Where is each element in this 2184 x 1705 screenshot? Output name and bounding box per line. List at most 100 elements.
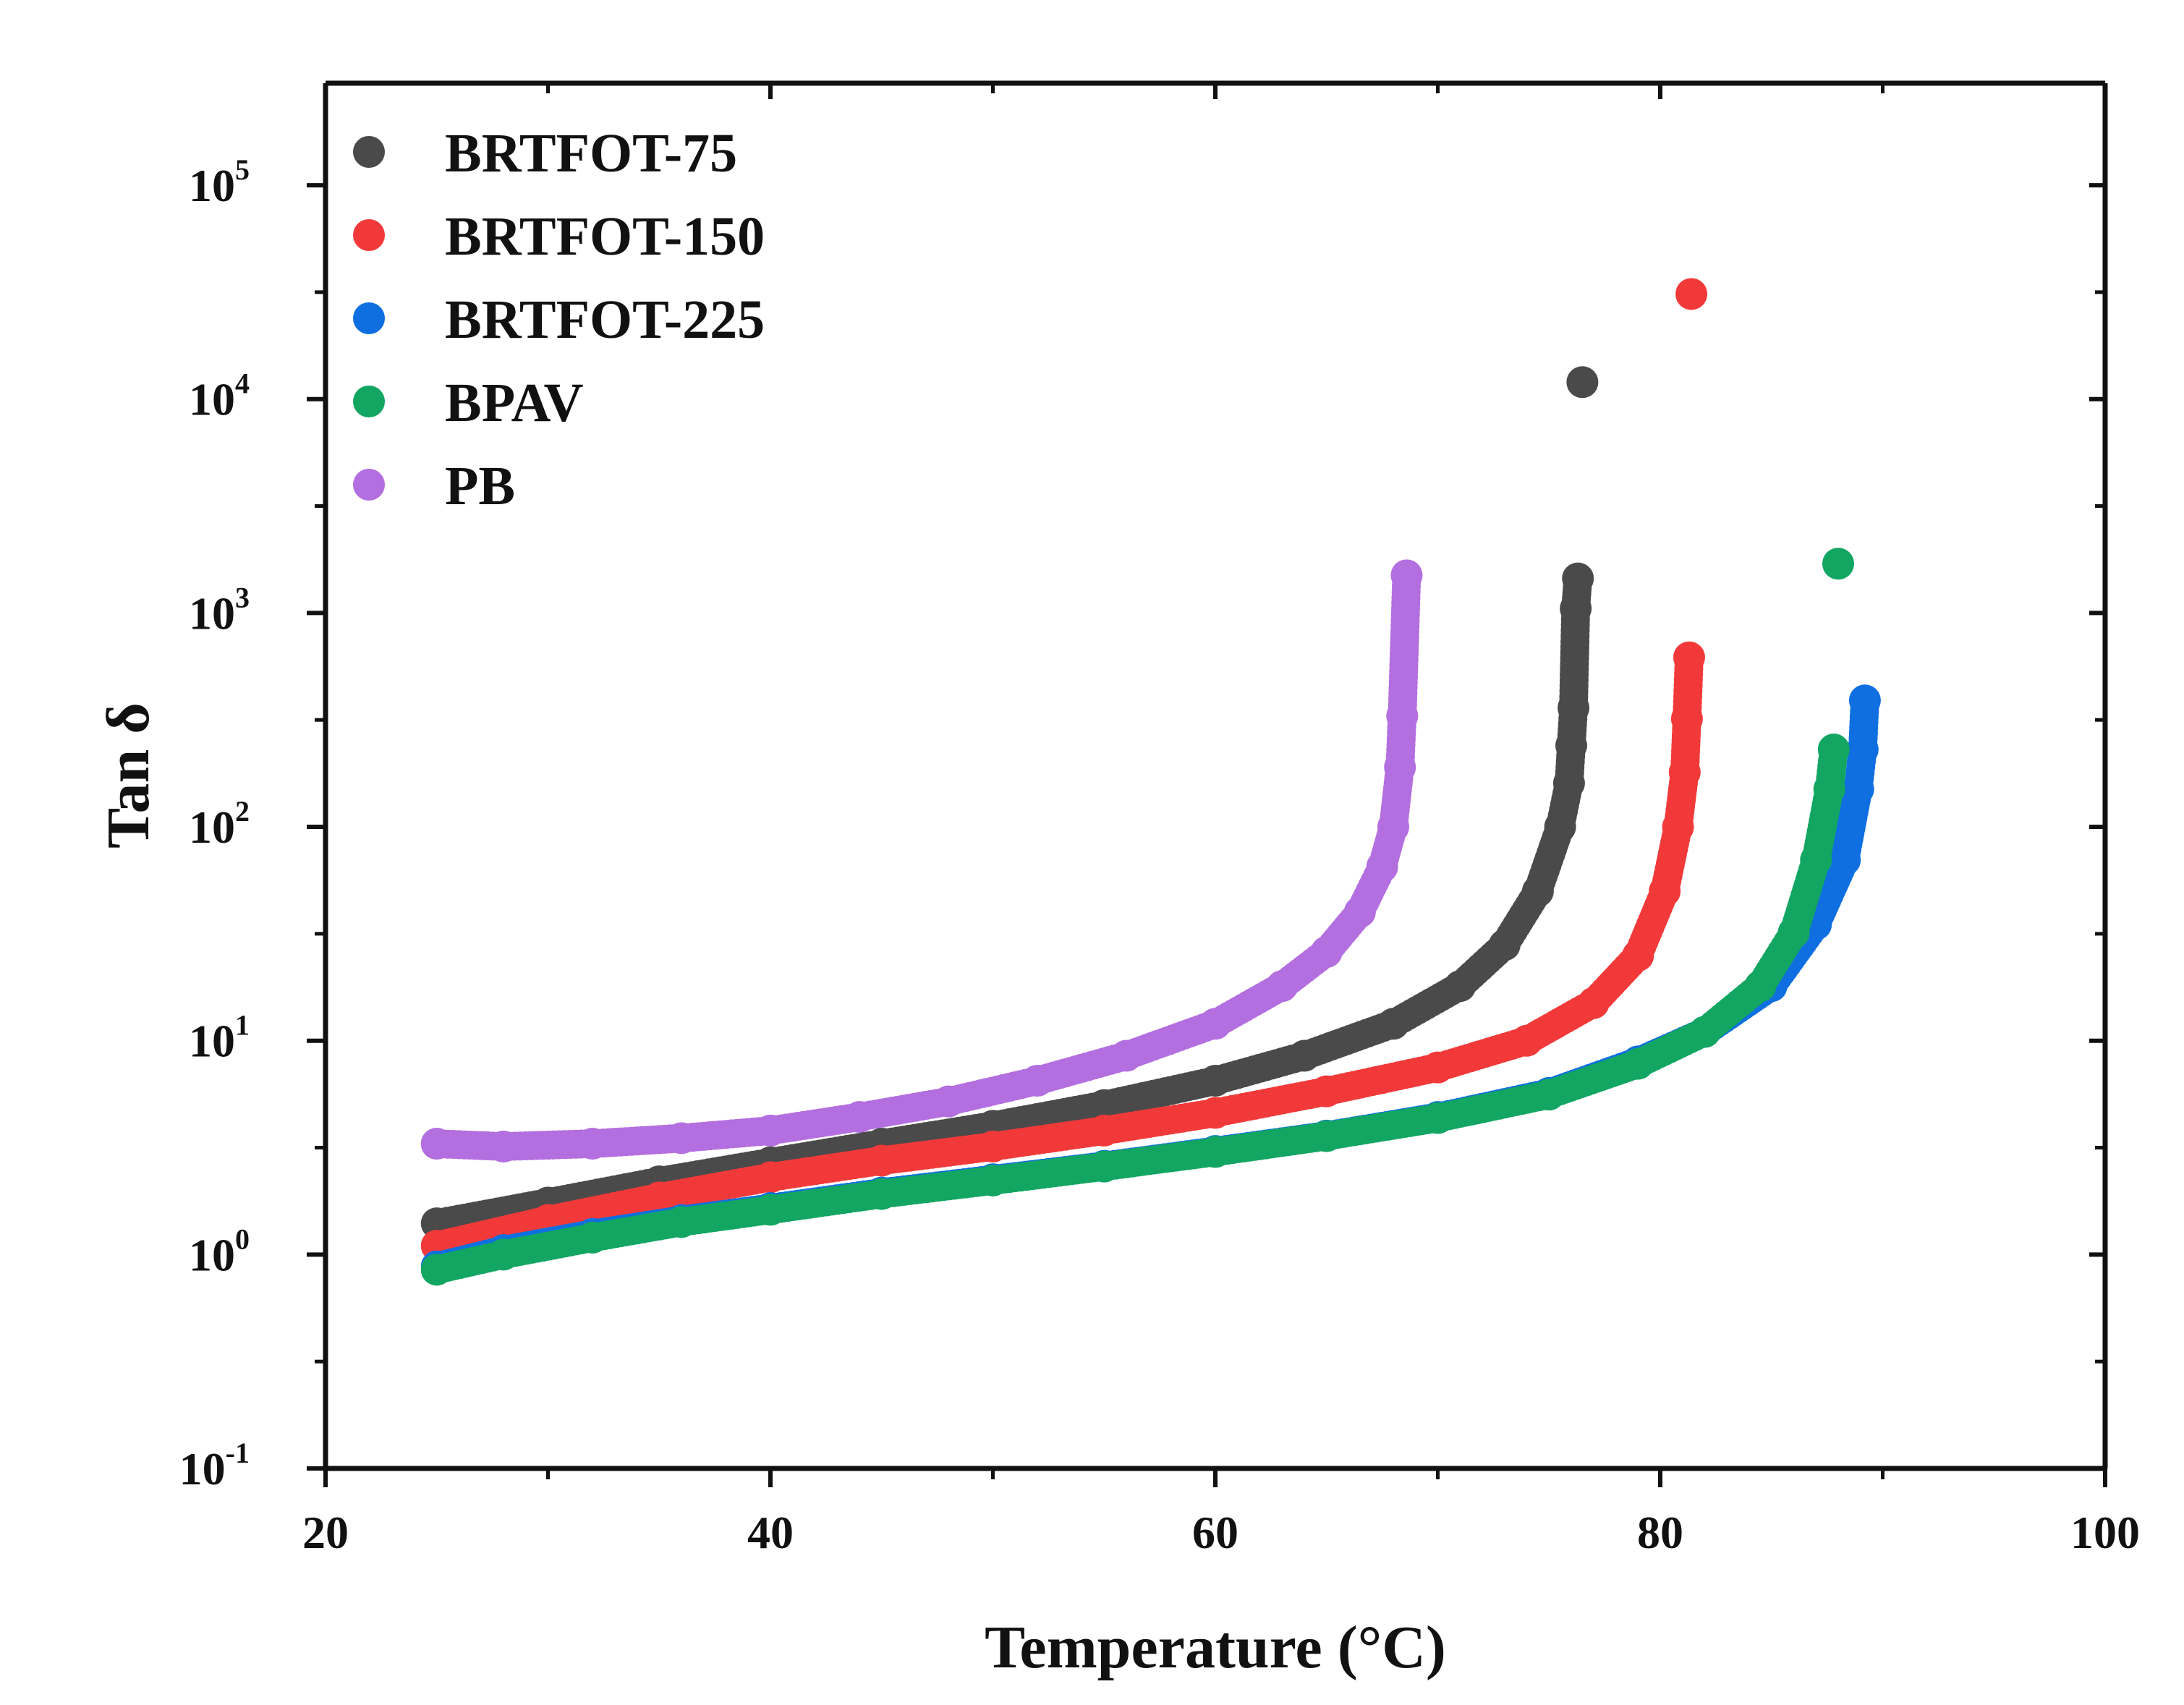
series-bpav (420, 548, 1854, 1286)
data-point (1813, 773, 1845, 805)
data-point (1673, 641, 1705, 673)
data-point (1558, 692, 1590, 724)
legend-marker (353, 386, 385, 417)
data-point (1110, 1039, 1142, 1072)
data-point (1390, 559, 1423, 592)
x-tick-label: 100 (2070, 1507, 2140, 1558)
data-point (1386, 700, 1419, 732)
data-point (1817, 734, 1850, 766)
data-point (1688, 1016, 1721, 1048)
data-point (1377, 811, 1409, 843)
y-tick-label: 103 (189, 581, 250, 639)
data-point (1199, 1136, 1231, 1168)
data-point (1649, 875, 1681, 908)
data-point (1310, 1075, 1343, 1107)
data-point (1366, 851, 1398, 883)
x-axis-title: Temperature (°C) (985, 1614, 1446, 1681)
data-point (1562, 562, 1594, 595)
data-point (1675, 278, 1708, 310)
data-point (666, 1206, 697, 1238)
data-point (577, 1128, 608, 1160)
data-point (1560, 592, 1592, 625)
data-point (1848, 684, 1881, 717)
series-pb (420, 559, 1423, 1162)
legend-marker (353, 219, 385, 251)
data-point (1566, 366, 1599, 399)
data-point (1800, 843, 1832, 876)
data-point (1488, 929, 1521, 961)
data-point (1377, 1008, 1409, 1040)
data-point (1662, 811, 1694, 843)
data-point (577, 1221, 608, 1254)
data-point (1777, 917, 1810, 949)
legend-item: BRTFOT-225 (353, 289, 765, 350)
data-point (1822, 548, 1854, 580)
data-point (1829, 843, 1861, 876)
x-tick-labels: 20 40 60 80 100 (302, 1507, 2140, 1558)
data-point (1622, 1047, 1654, 1080)
data-point (1199, 1097, 1231, 1129)
data-point (1552, 767, 1585, 799)
data-point (643, 1181, 676, 1214)
data-point (1422, 1102, 1454, 1134)
data-point (1343, 896, 1376, 928)
legend-label: BRTFOT-150 (445, 206, 765, 267)
series-brtfot-150 (420, 278, 1708, 1262)
data-point (1088, 1150, 1121, 1183)
y-tick-label: 104 (189, 367, 250, 425)
data-point (1744, 970, 1777, 1003)
legend-label: BPAV (445, 373, 584, 433)
data-point (1288, 1039, 1320, 1072)
y-tick-label: 10-1 (179, 1437, 250, 1494)
data-point (1510, 1024, 1543, 1057)
data-point (755, 1114, 786, 1147)
y-tick-label: 100 (189, 1223, 250, 1280)
data-point (666, 1122, 697, 1155)
y-tick-label: 102 (189, 795, 250, 853)
data-point (1533, 1079, 1565, 1111)
data-point (932, 1085, 964, 1118)
data-point (488, 1238, 519, 1271)
x-tick-label: 40 (747, 1507, 794, 1558)
x-tick-label: 80 (1637, 1507, 1683, 1558)
legend-label: BRTFOT-225 (445, 289, 765, 350)
data-point (1021, 1065, 1053, 1097)
data-point (488, 1130, 519, 1162)
x-tick-label: 20 (302, 1507, 349, 1558)
legend-marker (353, 136, 385, 168)
data-point (844, 1101, 875, 1134)
data-point (755, 1161, 786, 1194)
legend-marker (353, 469, 385, 501)
data-point (755, 1194, 786, 1226)
legend-label: PB (445, 456, 515, 516)
y-tick-label: 105 (189, 153, 250, 211)
ticks (307, 83, 2107, 1487)
data-point (1088, 1114, 1121, 1147)
data-point (1310, 1120, 1343, 1152)
data-point (420, 1128, 453, 1160)
data-point (1670, 702, 1703, 735)
data-point (1088, 1089, 1121, 1121)
data-point (420, 1254, 453, 1286)
series-layer (420, 278, 1881, 1286)
data-point (1199, 1008, 1231, 1040)
data-point (1266, 970, 1299, 1003)
legend-item: BPAV (353, 373, 584, 433)
legend: BRTFOT-75 BRTFOT-150 BRTFOT-225 BPAV PB (353, 123, 765, 516)
y-tick-label: 101 (189, 1009, 250, 1067)
data-point (1622, 940, 1654, 972)
legend-label: BRTFOT-75 (445, 123, 737, 184)
legend-item: BRTFOT-75 (353, 123, 737, 184)
legend-item: PB (353, 456, 515, 516)
legend-item: BRTFOT-150 (353, 206, 765, 267)
legend-marker (353, 302, 385, 334)
x-tick-label: 60 (1192, 1507, 1238, 1558)
data-point (1846, 734, 1879, 766)
y-tick-labels: 10-1 100 101 102 103 104 105 (179, 153, 250, 1494)
data-point (1544, 811, 1576, 843)
data-point (1199, 1065, 1231, 1097)
data-point (1310, 935, 1343, 968)
data-point (865, 1178, 898, 1210)
data-point (1668, 756, 1701, 788)
